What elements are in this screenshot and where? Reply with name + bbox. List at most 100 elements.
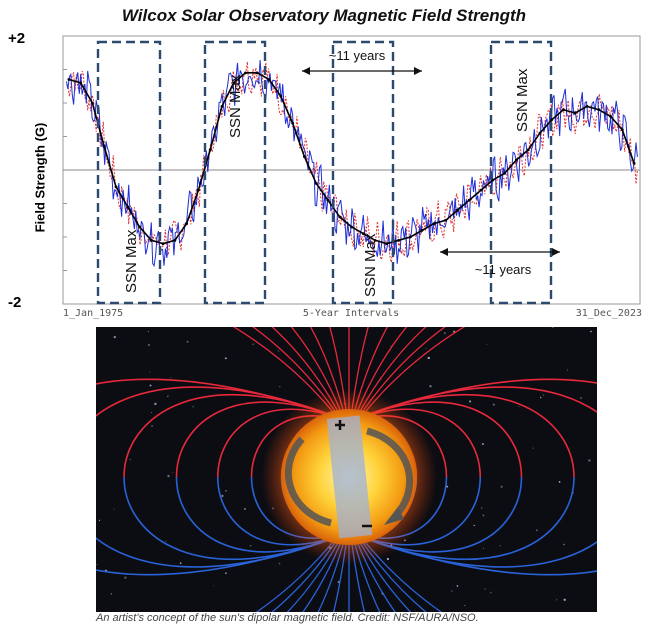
sun-dipole-illustration (96, 327, 597, 612)
ssn-max-box-1 (96, 40, 162, 305)
star (225, 490, 227, 492)
average-point (361, 232, 365, 236)
star (224, 357, 227, 360)
average-point (503, 171, 506, 175)
star (167, 474, 170, 478)
average-point (279, 94, 283, 98)
star (386, 557, 390, 561)
average-point (609, 115, 612, 118)
star (427, 356, 430, 360)
star (500, 485, 503, 488)
star (456, 585, 459, 587)
star (129, 459, 131, 461)
field-line (348, 477, 575, 561)
star (492, 403, 495, 406)
star (499, 545, 501, 547)
average-point (185, 222, 189, 226)
star (481, 507, 483, 509)
average-point (220, 104, 224, 108)
average-point (114, 185, 118, 189)
x-tick-label-start: 1_Jan_1975 (63, 308, 123, 319)
field-line (175, 401, 350, 477)
star (113, 508, 115, 510)
field-line (348, 408, 482, 477)
star (147, 330, 149, 333)
star (486, 344, 488, 346)
ssn-max-box-3 (331, 40, 395, 305)
star (380, 379, 382, 381)
average-point (444, 218, 448, 222)
star (464, 604, 466, 606)
field-line (123, 393, 350, 477)
star (221, 494, 224, 498)
star (580, 397, 583, 399)
star (277, 350, 280, 352)
magnet-bar (326, 415, 373, 539)
average-point (397, 238, 401, 242)
ssn-max-box-2 (203, 40, 267, 305)
star (446, 485, 449, 488)
average-point (79, 81, 83, 85)
average-point (173, 238, 177, 242)
star (566, 369, 569, 371)
field-line (348, 531, 597, 576)
ssn-max-label-1: SSN Max (123, 229, 140, 293)
field-line (175, 477, 350, 553)
field-line (96, 531, 350, 576)
chart-svg: 1_Jan_1975 5-Year Intervals 31_Dec_2023 … (62, 35, 642, 319)
chart-title: Wilcox Solar Observatory Magnetic Field … (121, 6, 527, 25)
average-point (479, 188, 483, 192)
star (98, 519, 101, 522)
field-line (96, 378, 350, 423)
star (149, 384, 152, 387)
interval-arrowhead-top-left (302, 67, 310, 75)
average-point (432, 222, 436, 226)
interval-label-top: ~11 years (329, 48, 386, 63)
star (213, 585, 215, 587)
average-point (632, 161, 636, 165)
star (249, 544, 252, 547)
average-point (526, 148, 530, 152)
average-point (255, 71, 259, 75)
star (518, 406, 520, 408)
field-line (348, 378, 597, 423)
star (110, 593, 112, 595)
field-line (216, 408, 350, 477)
average-point (373, 238, 377, 242)
average-point (550, 118, 554, 122)
rotation-arrow-icon-2 (366, 427, 414, 518)
star (96, 564, 98, 566)
field-line (123, 477, 350, 561)
star (165, 540, 167, 542)
average-point (102, 145, 106, 148)
average-point (291, 121, 295, 125)
star (425, 347, 427, 349)
average-point (573, 111, 577, 115)
interval-arrowhead-bottom-right (552, 248, 560, 256)
average-point (208, 148, 212, 152)
star (113, 335, 116, 339)
star (244, 508, 246, 510)
star (151, 412, 153, 413)
rotation-arrow-icon (284, 436, 332, 527)
field-line (348, 531, 597, 568)
average-point (585, 104, 589, 108)
average-point (314, 182, 318, 185)
star (563, 598, 566, 601)
average-point (138, 225, 141, 229)
average-point (126, 205, 130, 209)
star (451, 590, 453, 592)
average-point (620, 128, 624, 132)
star (489, 591, 492, 594)
interval-arrowhead-bottom-left (440, 248, 448, 256)
field-line (96, 531, 350, 568)
star (536, 529, 538, 532)
x-axis-title: 5-Year Intervals (303, 308, 399, 319)
interval-label-bottom: ~11 years (475, 262, 532, 277)
ssn-max-label-2: SSN Max (227, 74, 244, 138)
average-point (408, 235, 412, 239)
y-tick-label-top: +2 (8, 30, 26, 47)
field-line (348, 393, 575, 477)
south-polar-field-series (66, 61, 638, 263)
y-tick-label-bottom: -2 (8, 294, 22, 311)
